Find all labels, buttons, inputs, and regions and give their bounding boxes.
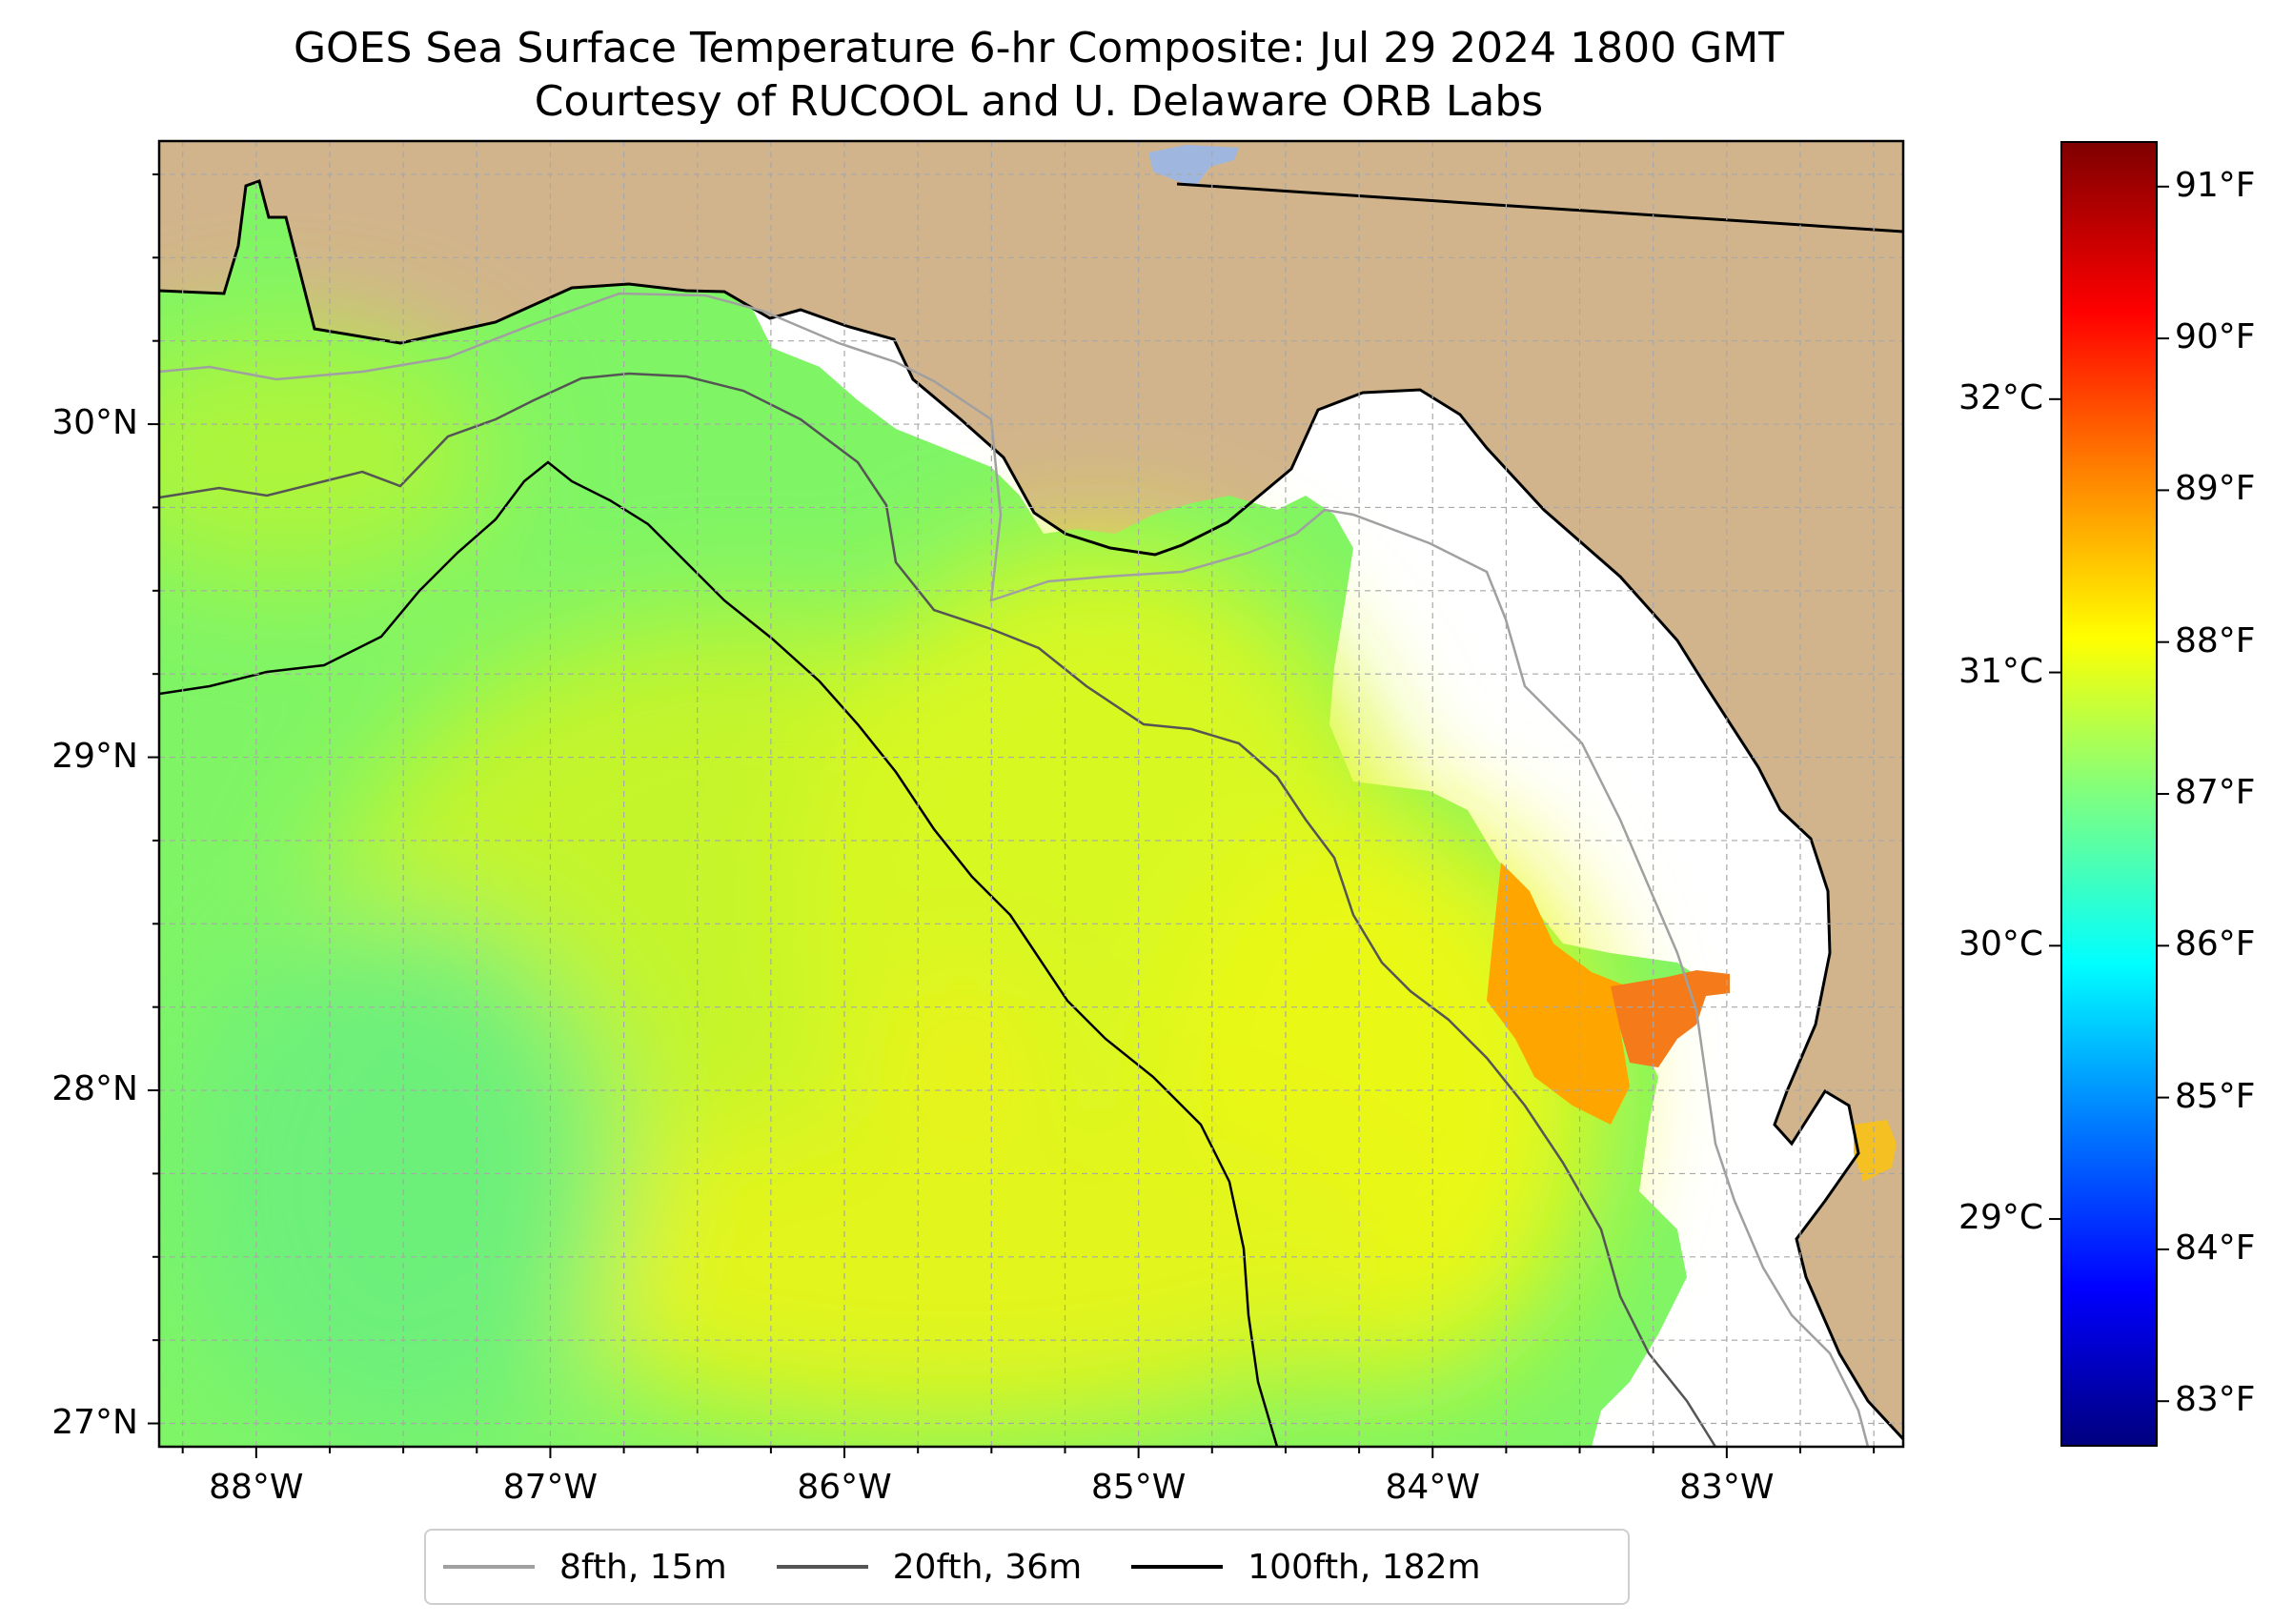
coastline [159, 179, 1903, 1441]
sst-orange-patch [1611, 970, 1730, 1067]
sst-hot-spot [1487, 863, 1639, 1125]
lat-label: 29°N [51, 736, 138, 776]
c-label: 29°C [1958, 1198, 2043, 1238]
map-subtitle: Courtesy of RUCOOL and U. Delaware ORB L… [534, 77, 1544, 126]
sst-warm-overlay [159, 334, 1601, 1447]
colorbar-ticks [2049, 185, 2169, 1403]
lat-label: 30°N [51, 403, 138, 443]
isobath-legend: 8fth, 15m 20fth, 36m 100fth, 182m [424, 1529, 1630, 1605]
lon-label: 86°W [797, 1468, 892, 1507]
axis-ticks [148, 173, 1876, 1458]
map-frame [157, 139, 1905, 1449]
isobath-20fth [159, 372, 1717, 1447]
lat-label: 28°N [51, 1069, 138, 1109]
inland-lake [1148, 145, 1239, 186]
f-label: 90°F [2175, 317, 2256, 357]
legend-item-8fth: 8fth, 15m [443, 1548, 727, 1587]
gridlines [159, 141, 1903, 1447]
state-border-line [1176, 182, 1903, 233]
c-label: 31°C [1958, 651, 2043, 691]
lat-label: 27°N [51, 1402, 138, 1442]
isobath-100fth [159, 460, 1279, 1447]
legend-label-8fth: 8fth, 15m [559, 1547, 727, 1587]
legend-item-100fth: 100fth, 182m [1131, 1547, 1481, 1587]
lon-label: 83°W [1679, 1468, 1775, 1507]
f-label: 91°F [2175, 165, 2256, 205]
legend-label-100fth: 100fth, 182m [1248, 1547, 1481, 1587]
lon-label: 87°W [502, 1468, 599, 1507]
legend-line-20fth [776, 1565, 868, 1569]
f-label: 84°F [2175, 1228, 2256, 1268]
lon-label: 84°W [1385, 1468, 1480, 1507]
c-label: 30°C [1958, 924, 2043, 964]
lon-label: 85°W [1090, 1468, 1187, 1507]
f-label: 87°F [2175, 773, 2256, 812]
legend-line-100fth [1131, 1565, 1224, 1569]
f-label: 83°F [2175, 1380, 2256, 1420]
lon-label: 88°W [209, 1468, 304, 1507]
isobath-8fth [159, 292, 1870, 1447]
legend-line-8fth [443, 1565, 535, 1569]
legend-item-20fth: 20fth, 36m [776, 1547, 1083, 1587]
f-label: 88°F [2175, 620, 2256, 660]
f-label: 86°F [2175, 924, 2256, 964]
legend-label-20fth: 20fth, 36m [892, 1547, 1083, 1587]
temperature-colorbar [2060, 141, 2158, 1447]
f-label: 89°F [2175, 469, 2256, 509]
map-title: GOES Sea Surface Temperature 6-hr Compos… [293, 24, 1785, 72]
sst-tampa-bay-patch [1854, 1120, 1897, 1182]
f-label: 85°F [2175, 1076, 2256, 1116]
c-label: 32°C [1958, 377, 2043, 417]
